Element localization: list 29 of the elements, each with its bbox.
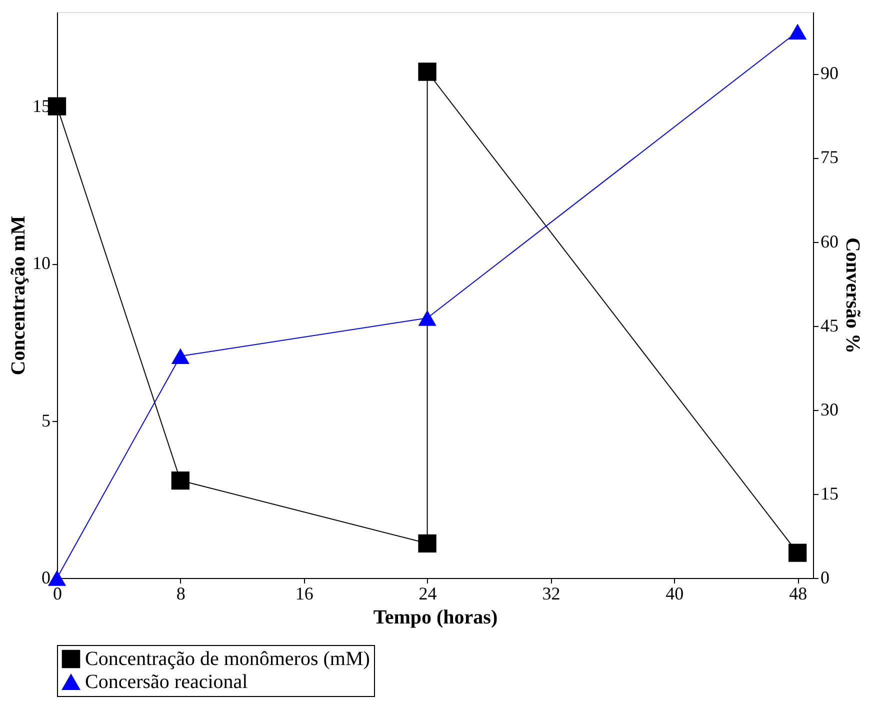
x-tick-label: 48 (789, 584, 808, 604)
x-tick-label: 32 (542, 584, 560, 604)
x-tick-label: 16 (295, 584, 314, 604)
y2-axis-title: Conversão % (842, 237, 864, 354)
x-tick-label: 8 (176, 584, 186, 604)
x-tick-label: 40 (666, 584, 684, 604)
point (418, 62, 436, 81)
y-tick-label: 5 (42, 410, 50, 430)
point (418, 534, 436, 552)
y2-tick-label: 90 (820, 63, 838, 84)
point (788, 24, 807, 40)
y2-tick-label: 30 (820, 399, 838, 420)
point (788, 544, 807, 562)
y-tick-label: 0 (42, 568, 50, 588)
x-axis-title: Tempo (horas) (373, 606, 498, 628)
y2-tick-label: 75 (820, 147, 838, 168)
point (171, 348, 190, 364)
point (418, 310, 436, 326)
point (171, 471, 190, 490)
legend-label: Concentração de monômeros (mM) (85, 648, 370, 670)
y2-tick-label: 0 (820, 568, 830, 588)
y2-tick-label: 45 (820, 315, 838, 336)
point (48, 97, 66, 116)
y-tick-label: 10 (32, 253, 50, 274)
y-axis-title: Concentração mM (8, 216, 30, 376)
y2-tick-label: 60 (820, 231, 838, 252)
y2-tick-label: 15 (820, 483, 838, 504)
x-tick-label: 24 (418, 584, 437, 604)
legend-label: Concersão reacional (85, 671, 248, 693)
